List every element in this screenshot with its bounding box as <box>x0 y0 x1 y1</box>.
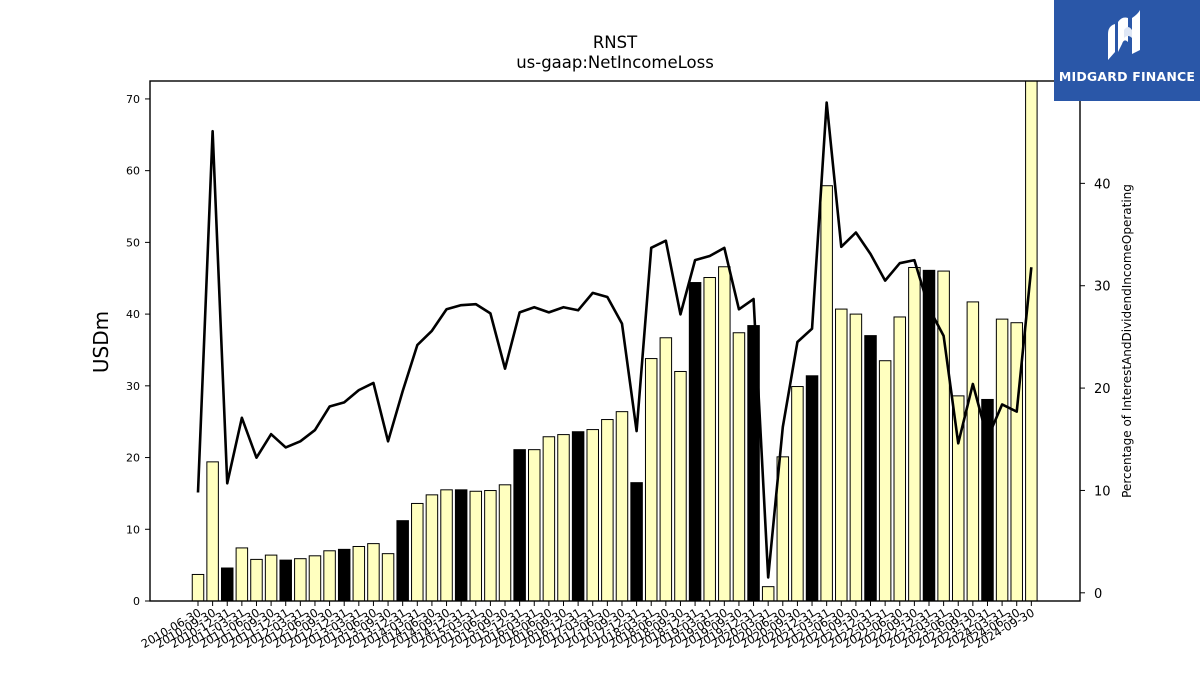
bar <box>820 185 833 602</box>
bar <box>206 461 219 602</box>
bar <box>791 386 804 602</box>
bar <box>498 484 512 602</box>
bar <box>469 490 483 602</box>
bar <box>937 270 950 602</box>
midgard-finance-logo: MIDGARD FINANCE <box>1054 0 1200 101</box>
y-tick-label: 30 <box>126 380 140 393</box>
y2-axis-label: Percentage of InterestAndDividendIncomeO… <box>1120 184 1134 498</box>
bar <box>220 567 234 602</box>
bar <box>761 586 775 602</box>
bar <box>425 494 439 602</box>
bar <box>703 277 716 602</box>
bar <box>718 266 731 602</box>
bar <box>352 545 366 602</box>
bar <box>279 559 292 602</box>
bar <box>250 558 263 602</box>
bar <box>688 282 702 602</box>
bar <box>1025 80 1038 602</box>
bar <box>586 429 599 602</box>
bar <box>367 543 380 602</box>
bar <box>922 269 936 602</box>
y-tick-label: 60 <box>126 165 140 178</box>
bar <box>571 431 585 602</box>
axes-layer: 0102030405060700102030402010-06-302010-0… <box>126 80 1111 651</box>
bar <box>878 360 892 602</box>
bar <box>337 548 351 602</box>
logo-mark-icon <box>1108 10 1140 60</box>
bar <box>615 411 629 602</box>
y-tick-label: 70 <box>126 93 140 106</box>
bar <box>659 337 673 602</box>
bar <box>732 332 746 602</box>
bar <box>966 301 980 602</box>
bar <box>835 308 848 602</box>
series-line <box>196 101 1033 579</box>
logo-text: MIDGARD FINANCE <box>1058 69 1196 84</box>
plot-frame <box>149 80 1081 602</box>
bar <box>191 573 205 602</box>
bar <box>264 554 278 602</box>
y-tick-label: 0 <box>133 595 140 608</box>
bar <box>381 553 395 602</box>
bar <box>674 370 687 602</box>
y-axis-label: USDm <box>89 311 113 373</box>
bar <box>893 316 907 602</box>
y-tick-label: 20 <box>126 452 140 465</box>
bar <box>630 482 643 602</box>
y2-tick-label: 10 <box>1094 484 1111 499</box>
chart-title: RNST <box>593 33 638 52</box>
y2-tick-label: 0 <box>1094 587 1102 602</box>
bar <box>601 419 614 602</box>
bar <box>542 436 556 602</box>
bar <box>513 449 526 602</box>
bar <box>995 318 1009 602</box>
chart-subtitle: us-gaap:NetIncomeLoss <box>516 53 714 72</box>
bar <box>484 490 497 602</box>
y2-tick-label: 20 <box>1094 382 1111 397</box>
bar <box>644 358 658 602</box>
bar <box>294 558 307 602</box>
y2-tick-label: 30 <box>1094 280 1111 295</box>
bar <box>411 502 424 602</box>
bar <box>454 489 468 602</box>
bar <box>235 547 249 602</box>
bar <box>528 449 541 602</box>
bar <box>396 520 409 602</box>
bar <box>557 434 570 602</box>
y-tick-label: 50 <box>126 236 140 249</box>
bar <box>805 375 819 602</box>
y-tick-label: 40 <box>126 308 140 321</box>
bar <box>440 489 453 602</box>
line-layer <box>196 101 1033 579</box>
y-tick-label: 10 <box>126 523 140 536</box>
bar <box>864 335 877 602</box>
bar <box>323 550 336 602</box>
bar <box>308 555 322 602</box>
bars-layer <box>191 80 1038 602</box>
bar <box>849 313 863 602</box>
bar <box>908 266 921 602</box>
y2-tick-label: 40 <box>1094 177 1111 192</box>
